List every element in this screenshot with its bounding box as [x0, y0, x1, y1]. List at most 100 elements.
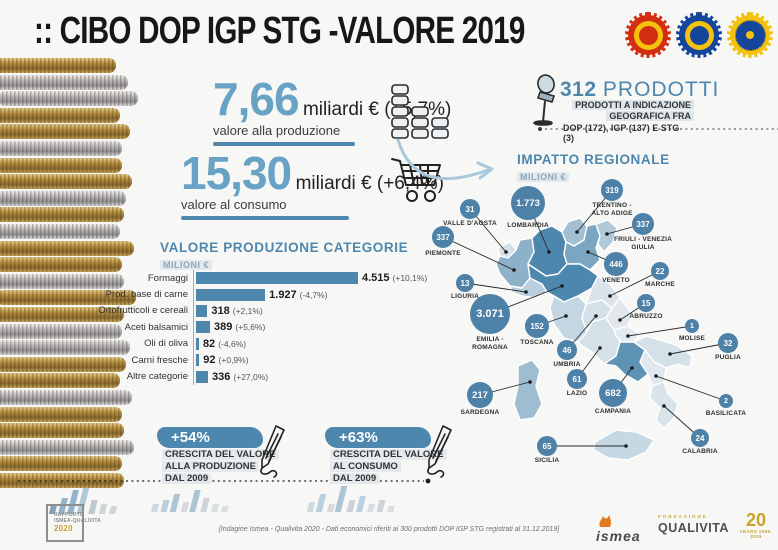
bar: [196, 304, 208, 317]
region-circle-veneto: 446: [604, 252, 628, 276]
bar-row: Carni fresche 92 (+0,9%): [75, 351, 475, 369]
region-label-sicilia: SICILIA: [534, 457, 560, 464]
region-label-puglia: PUGLIA: [715, 354, 741, 361]
products-sublines: PRODOTTI A INDICAZIONE GEOGRAFICA FRA DO…: [560, 98, 694, 143]
bar-value: 82: [202, 337, 216, 350]
bar-label: Oli di oliva: [144, 338, 188, 350]
bar-label: Prod. base di carne: [105, 289, 188, 301]
money-stack-icon: [391, 84, 449, 139]
bar-row: Prod. base di carne 1.927 (-4,7%): [75, 286, 475, 303]
bar-chart-unit: MILIONI €: [160, 260, 213, 270]
region-label-sardegna: SARDEGNA: [460, 409, 500, 416]
bar-value: 389: [213, 321, 233, 334]
logo-line: 2020: [54, 524, 73, 533]
bar: [196, 272, 358, 285]
bar-delta: (+0,9%): [218, 355, 249, 366]
stg-seal-icon: [727, 12, 773, 58]
growth-line: DAL 2009: [330, 473, 380, 484]
anniversary-caption: YEARS 1999-2019: [739, 529, 773, 539]
region-label-marche: MARCHE: [645, 281, 675, 288]
bar-chart-title: VALORE PRODUZIONE CATEGORIE: [160, 240, 409, 255]
bar-value: 1.927: [269, 288, 297, 301]
region-label-veneto: VENETO: [602, 277, 630, 284]
production-rule: [213, 142, 355, 146]
pen-icon: [260, 425, 285, 478]
flame-icon: [599, 515, 612, 527]
region-circle-toscana: 152: [525, 314, 549, 338]
map-header: IMPATTO REGIONALE MILIONI €: [517, 152, 670, 185]
dop-seal-icon: [625, 12, 671, 58]
region-circle-marche: 22: [651, 262, 669, 280]
growth-line: AL CONSUMO: [330, 461, 401, 472]
bar: [196, 288, 266, 301]
igp-seal-icon: [676, 12, 722, 58]
production-value: 7,66: [213, 73, 300, 125]
region-label-umbria: UMBRIA: [553, 361, 581, 368]
growth-badge-production-lines: CRESCITA DEL VALORE ALLA PRODUZIONE DAL …: [162, 448, 292, 484]
growth-badge-production: +54%: [157, 427, 263, 448]
growth-badge-consumption: +63%: [325, 427, 431, 448]
logo-line: ISMEA-QUALIVITA: [54, 518, 102, 524]
region-label-toscana: TOSCANA: [520, 339, 554, 346]
bar-label: Altre categorie: [126, 371, 188, 383]
footer-note: [Indagine Ismea - Qualivita 2020 - Dati …: [218, 526, 560, 533]
region-label-lombardia: LOMBARDIA: [507, 222, 549, 229]
region-circle-sicilia: 65: [537, 436, 557, 456]
pen-icon: [427, 425, 452, 478]
qualivita-logo: FONDAZIONE QUALIVITA: [658, 514, 729, 537]
region-circle-lazio: 61: [567, 369, 587, 389]
growth-badge-consumption-lines: CRESCITA DEL VALORE AL CONSUMO DAL 2009: [330, 448, 460, 484]
growth-line: CRESCITA DEL VALORE: [330, 449, 447, 460]
region-label-basilicata: BASILICATA: [705, 410, 747, 417]
bar-value: 92: [203, 354, 216, 367]
bar-label: Carni fresche: [131, 354, 189, 366]
region-label-piemonte: PIEMONTE: [425, 250, 461, 257]
bar-label: Aceti balsamici: [124, 321, 188, 333]
ismea-logo: ismea: [596, 514, 641, 546]
region-circle-emilia: 3.071: [470, 294, 510, 334]
products-headline: 312 PRODOTTI: [560, 78, 719, 101]
qualivita-top: FONDAZIONE: [658, 514, 708, 519]
bar-delta: (-4,6%): [218, 338, 247, 349]
production-metric: 7,66 miliardi € (+5,7%) valore alla prod…: [213, 76, 451, 146]
page-title: :: CIBO DOP IGP STG -VALORE 2019: [34, 10, 525, 52]
region-circle-lombardia: 1.773: [511, 186, 545, 220]
bar-label: Ortofrutticoli e cereali: [98, 305, 188, 317]
bar-chart-header: VALORE PRODUZIONE CATEGORIE MILIONI €: [160, 240, 408, 273]
region-label-valle-daosta: VALLE D'AOSTA: [443, 220, 497, 227]
logo-line: RAPPORTO: [54, 512, 84, 518]
bar-row: Aceti balsamici 389 (+5,6%): [75, 319, 475, 336]
region-label-campania: CAMPANIA: [594, 408, 632, 415]
bar-delta: (+10,1%): [392, 273, 428, 284]
map-title: IMPATTO REGIONALE: [517, 152, 670, 167]
region-label-abruzzo: ABRUZZO: [629, 313, 663, 320]
region-circle-abruzzo: 15: [637, 294, 655, 312]
products-line2: GEOGRAFICA FRA: [606, 111, 694, 121]
region-circle-piemonte: 337: [432, 226, 454, 248]
consumption-metric: 15,30 miliardi € (+6,4%) valore al consu…: [181, 150, 444, 220]
anniversary-number: 20: [745, 510, 767, 530]
bar-row: Oli di oliva 82 (-4,6%): [75, 335, 475, 352]
region-circle-puglia: 32: [718, 333, 738, 353]
region-label-trentino: TRENTINO - ALTO ADIGE: [591, 202, 633, 217]
region-circle-friuli: 337: [632, 213, 654, 235]
bar-delta: (+5,6%): [235, 322, 266, 333]
region-circle-calabria: 24: [691, 429, 709, 447]
growth-line: CRESCITA DEL VALORE: [162, 449, 279, 460]
region-label-lazio: LAZIO: [566, 390, 588, 397]
pushpin-icon: [533, 74, 556, 126]
production-caption: valore alla produzione: [213, 123, 341, 138]
consumption-rule: [181, 216, 349, 220]
map-unit: MILIONI €: [517, 172, 570, 182]
bar-delta: (+27,0%): [233, 371, 269, 382]
products-number: 312: [560, 78, 597, 101]
bar: [196, 370, 209, 383]
bar-delta: (+2,1%): [232, 305, 263, 316]
bar-value: 318: [211, 304, 230, 317]
bar-row: Formaggi 4.515 (+10,1%): [75, 270, 475, 287]
bar-label: Formaggi: [147, 272, 188, 284]
bar-chart: Formaggi 4.515 (+10,1%) Prod. base di carne…: [75, 270, 475, 385]
qualivita-wordmark: QUALIVITA: [658, 521, 729, 535]
growth-line: ALLA PRODUZIONE: [162, 461, 259, 472]
